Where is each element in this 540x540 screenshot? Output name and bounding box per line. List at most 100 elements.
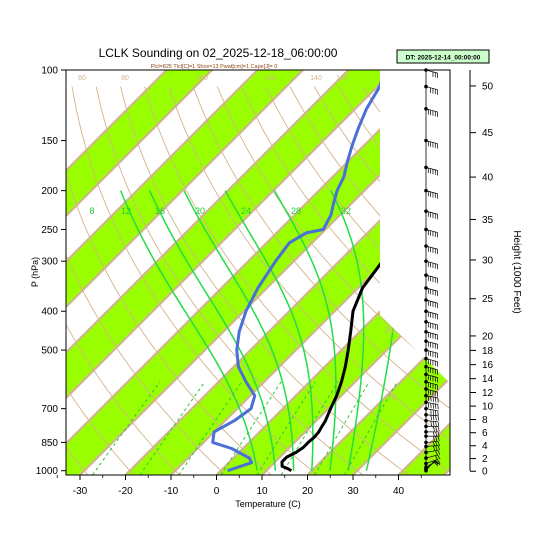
dry-adiabat-50 bbox=[144, 86, 450, 473]
p-tick-label: 700 bbox=[41, 404, 58, 415]
mixing-ratio-0.4 bbox=[92, 381, 161, 475]
wind-barb-feather bbox=[437, 441, 440, 447]
p-tick-label: 850 bbox=[41, 438, 58, 449]
mixing-ratio-16 bbox=[314, 381, 370, 475]
dry-adiabat-20 bbox=[71, 86, 318, 475]
moist-adiabat-20 bbox=[224, 190, 314, 471]
dry-adiabat-label: 160 bbox=[336, 75, 348, 82]
pressure-axis: 100 150 200 250 300 400 500 700 850 1000 bbox=[36, 66, 66, 477]
x-tick-label: -30 bbox=[73, 486, 88, 497]
plot-frame bbox=[65, 69, 451, 476]
wind-barb-feather bbox=[437, 436, 440, 442]
wind-barb-staff bbox=[425, 358, 438, 363]
mixing-ratio-2 bbox=[178, 381, 243, 475]
wind-barb-staff bbox=[425, 260, 438, 265]
x-tick-label: 0 bbox=[214, 486, 220, 497]
wind-barb-staff bbox=[425, 349, 438, 354]
wind-barb-staff bbox=[425, 86, 438, 91]
p-tick-label: 250 bbox=[41, 225, 58, 236]
height-tick-label: 45 bbox=[482, 128, 494, 139]
height-tick-label: 20 bbox=[482, 331, 494, 342]
wind-barb-staff bbox=[425, 321, 438, 326]
mixing-ratio-label: 24 bbox=[241, 206, 251, 216]
wind-barb-staff bbox=[425, 108, 438, 113]
mixing-ratio-24 bbox=[344, 381, 398, 475]
wind-barb-staff bbox=[425, 210, 438, 215]
wind-barb-staff bbox=[425, 459, 438, 464]
dry-adiabat-180 bbox=[460, 87, 540, 475]
mixing-ratio-label: 12 bbox=[121, 206, 131, 216]
x-tick-label: -20 bbox=[118, 486, 133, 497]
dry-adiabat-label: 120 bbox=[264, 75, 276, 82]
height-tick-label: 50 bbox=[482, 81, 494, 92]
wind-barb-staff bbox=[425, 408, 438, 412]
wind-barb-staff bbox=[425, 287, 438, 292]
dt-badge-label: DT: 2025-12-14_00:00:00 bbox=[406, 55, 481, 62]
wind-barb-feather bbox=[435, 421, 437, 427]
height-tick-label: 30 bbox=[482, 255, 494, 266]
series-line-1 bbox=[211, 70, 387, 473]
wind-barb-staff bbox=[425, 381, 438, 386]
wind-barb-feather bbox=[430, 420, 432, 427]
wind-barb-staff bbox=[425, 460, 437, 468]
wind-barb-feather bbox=[437, 454, 441, 460]
x-tick-label: 40 bbox=[393, 486, 405, 497]
p-tick-label: 500 bbox=[41, 346, 58, 357]
wind-barb-staff bbox=[425, 69, 438, 74]
band--40 bbox=[66, 70, 450, 475]
wind-barb-feather bbox=[435, 426, 438, 432]
mixing-ratio-label: 28 bbox=[291, 206, 301, 216]
isotherm--70 bbox=[66, 70, 304, 309]
wind-barb-staff bbox=[425, 441, 438, 443]
height-tick-label: 0 bbox=[482, 467, 488, 478]
mixing-ratio-1 bbox=[139, 381, 206, 475]
wind-barb-feather bbox=[437, 445, 440, 451]
wind-panel-mask bbox=[380, 70, 450, 475]
wind-barb-feather bbox=[436, 459, 441, 464]
wind-barb-staff bbox=[425, 310, 438, 315]
wind-barb-feather bbox=[437, 431, 440, 437]
dry-adiabat-label: 80 bbox=[121, 75, 129, 82]
moist-adiabat-16 bbox=[183, 190, 295, 471]
p-tick-label: 200 bbox=[41, 186, 58, 197]
wind-barb-staff bbox=[425, 388, 438, 393]
dry-adiabat--20 bbox=[66, 386, 135, 475]
wind-barb-staff bbox=[425, 420, 438, 423]
isotherm--60 bbox=[66, 70, 350, 355]
wind-barb-staff bbox=[425, 245, 438, 250]
wind-barb-feather bbox=[434, 455, 439, 461]
isotherm-20 bbox=[306, 330, 450, 475]
wind-barb-feather bbox=[435, 415, 437, 421]
height-tick-label: 2 bbox=[482, 454, 488, 465]
moist-adiabat-28 bbox=[330, 190, 365, 471]
wind-barb-staff bbox=[425, 454, 438, 459]
p-tick-label: 150 bbox=[41, 136, 58, 147]
height-tick-label: 12 bbox=[482, 388, 494, 399]
x-tick-label: 20 bbox=[302, 486, 314, 497]
p-tick-label: 400 bbox=[41, 307, 58, 318]
dry-adiabat-label: 100 bbox=[196, 75, 208, 82]
height-tick-label: 10 bbox=[482, 402, 494, 413]
isotherm--100 bbox=[66, 70, 168, 173]
wind-barb-staff bbox=[425, 401, 438, 405]
x-axis: -30 -20 -10 0 10 20 30 40 bbox=[56, 475, 422, 497]
wind-barb-feather bbox=[432, 415, 435, 421]
wind-barb-feather bbox=[437, 426, 440, 432]
wind-barb-staff bbox=[425, 331, 438, 336]
mixing-ratio-lines bbox=[92, 381, 398, 475]
moist-adiabat-12 bbox=[149, 190, 277, 471]
dry-adiabat-70 bbox=[192, 86, 450, 410]
series-line-0 bbox=[280, 195, 450, 472]
isotherm--20 bbox=[124, 148, 450, 475]
p-tick-label: 1000 bbox=[36, 466, 59, 477]
wind-barb-feather bbox=[437, 421, 440, 427]
wind-barb-staff bbox=[425, 374, 438, 378]
dry-adiabat-30 bbox=[95, 86, 364, 475]
isotherm-30 bbox=[352, 376, 450, 475]
isotherm--40 bbox=[66, 70, 441, 446]
wind-barb-dot bbox=[424, 456, 428, 460]
mixing-ratio-label: 8 bbox=[89, 206, 94, 216]
dry-adiabat-90 bbox=[241, 86, 450, 348]
moist-adiabat-lines bbox=[119, 190, 399, 471]
moist-adiabat-8 bbox=[119, 190, 258, 471]
